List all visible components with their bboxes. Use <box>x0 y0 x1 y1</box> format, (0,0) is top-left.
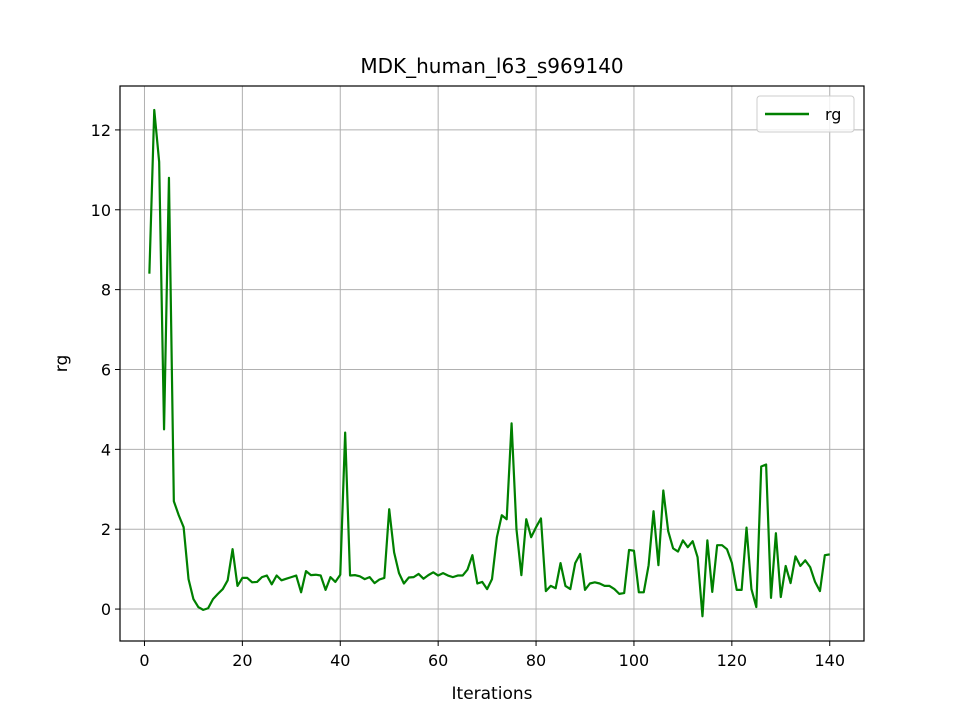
y-tick-label: 0 <box>101 600 111 619</box>
y-tick-label: 6 <box>101 360 111 379</box>
axis-ticks: 0 20 40 60 80 100 120 140 0 2 4 6 8 10 12 <box>91 121 845 670</box>
y-tick-label: 10 <box>91 201 111 220</box>
x-tick-label: 40 <box>330 651 350 670</box>
plot-frame <box>119 85 865 642</box>
chart-title: MDK_human_l63_s969140 <box>360 54 623 78</box>
series-line-rg <box>148 108 830 618</box>
x-tick-label: 140 <box>814 651 845 670</box>
x-tick-label: 80 <box>526 651 546 670</box>
grid-lines <box>120 86 864 641</box>
series-layer <box>148 108 830 618</box>
x-tick-label: 120 <box>717 651 748 670</box>
x-tick-label: 20 <box>232 651 252 670</box>
y-tick-label: 4 <box>101 440 111 459</box>
y-tick-label: 2 <box>101 520 111 539</box>
legend: rg <box>756 95 855 133</box>
y-tick-label: 8 <box>101 281 111 300</box>
x-tick-label: 100 <box>619 651 650 670</box>
y-tick-label: 12 <box>91 121 111 140</box>
legend-label-rg: rg <box>825 105 841 124</box>
x-tick-label: 0 <box>139 651 149 670</box>
x-axis-title: Iterations <box>452 684 533 704</box>
x-tick-label: 60 <box>428 651 448 670</box>
y-axis-title: rg <box>52 355 72 372</box>
